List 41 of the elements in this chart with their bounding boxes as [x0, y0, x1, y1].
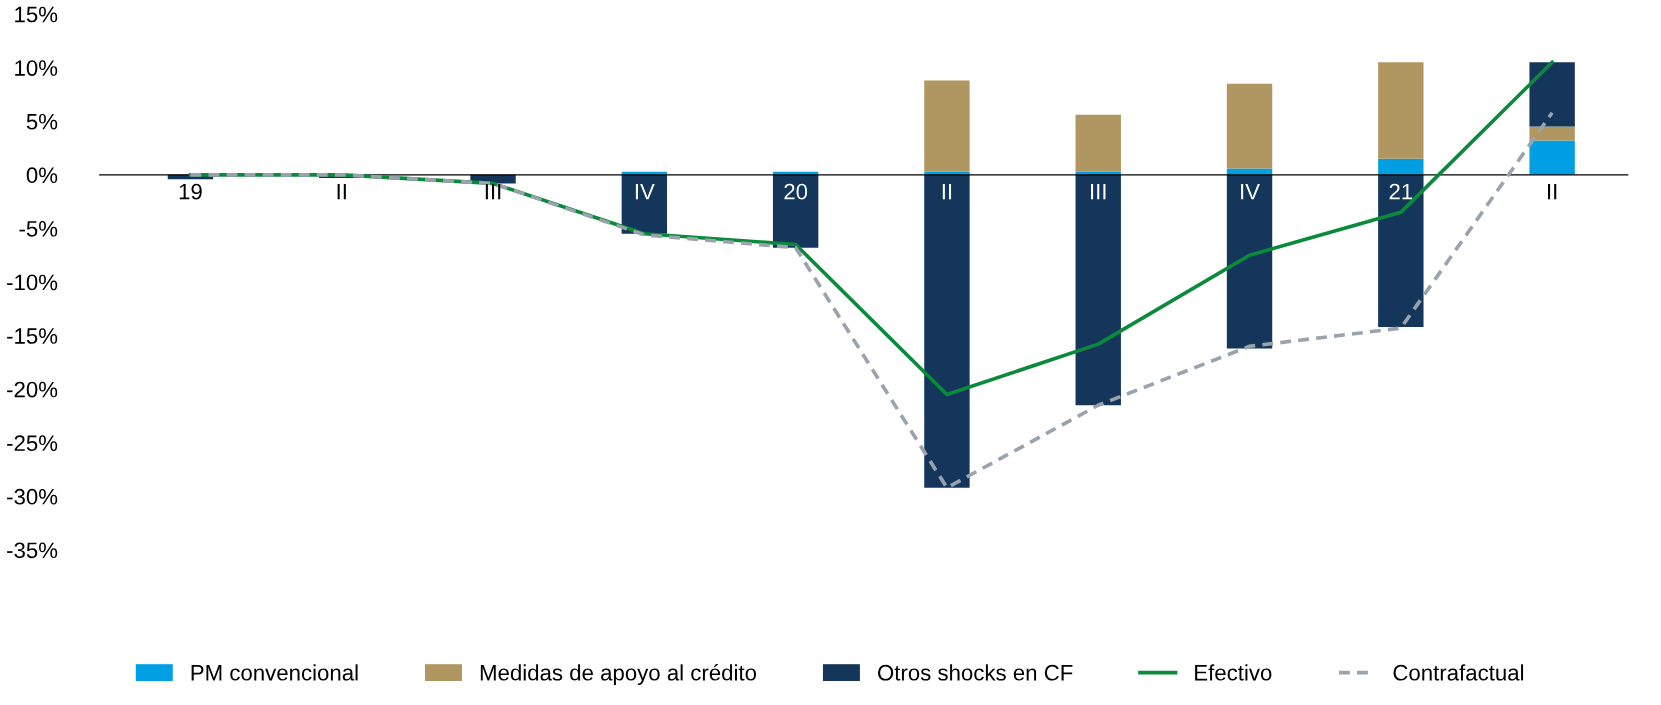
y-tick-label: -20% — [7, 381, 58, 398]
y-tick-label: 0% — [26, 167, 58, 184]
x-tick-label: 20 — [784, 183, 808, 200]
bar — [1075, 174, 1121, 406]
y-tick-label: -10% — [7, 274, 58, 291]
bar — [1226, 83, 1273, 169]
y-tick-label: -30% — [7, 488, 58, 505]
bar — [1378, 158, 1424, 175]
bar — [1226, 174, 1273, 349]
legend-label: Contrafactual — [1393, 664, 1524, 681]
bar — [772, 174, 819, 248]
bar — [1075, 114, 1121, 172]
bar — [1378, 174, 1424, 328]
bar — [924, 80, 970, 172]
y-tick-label: -5% — [19, 221, 58, 237]
legend-label: PM convencional — [191, 664, 358, 681]
x-tick-label: IV — [1241, 183, 1260, 200]
legend-label: Medidas de apoyo al crédito — [480, 664, 757, 685]
legend-label: Otros shocks en CF — [878, 664, 1073, 681]
x-tick-label: III — [485, 183, 501, 200]
bar — [924, 174, 970, 488]
x-tick-label: II — [942, 183, 952, 200]
bar — [1529, 126, 1575, 141]
bar — [1378, 62, 1424, 159]
y-tick-label: 5% — [26, 113, 58, 130]
y-tick-label: -15% — [7, 328, 58, 344]
x-tick-label: 19 — [179, 183, 202, 200]
x-tick-label: III — [1091, 183, 1106, 200]
y-tick-label: -35% — [7, 542, 58, 559]
y-tick-label: 10% — [15, 60, 58, 76]
x-tick-label: II — [1548, 183, 1557, 200]
y-tick-label: -25% — [7, 435, 58, 452]
x-tick-label: 21 — [1389, 183, 1413, 200]
x-tick-label: II — [337, 183, 346, 200]
bar — [1529, 140, 1575, 175]
bar — [1529, 62, 1575, 127]
legend-label: Efectivo — [1195, 664, 1272, 681]
x-tick-label: IV — [635, 183, 655, 200]
bar — [621, 174, 668, 234]
y-tick-label: 15% — [15, 6, 58, 23]
bar — [1226, 168, 1273, 175]
